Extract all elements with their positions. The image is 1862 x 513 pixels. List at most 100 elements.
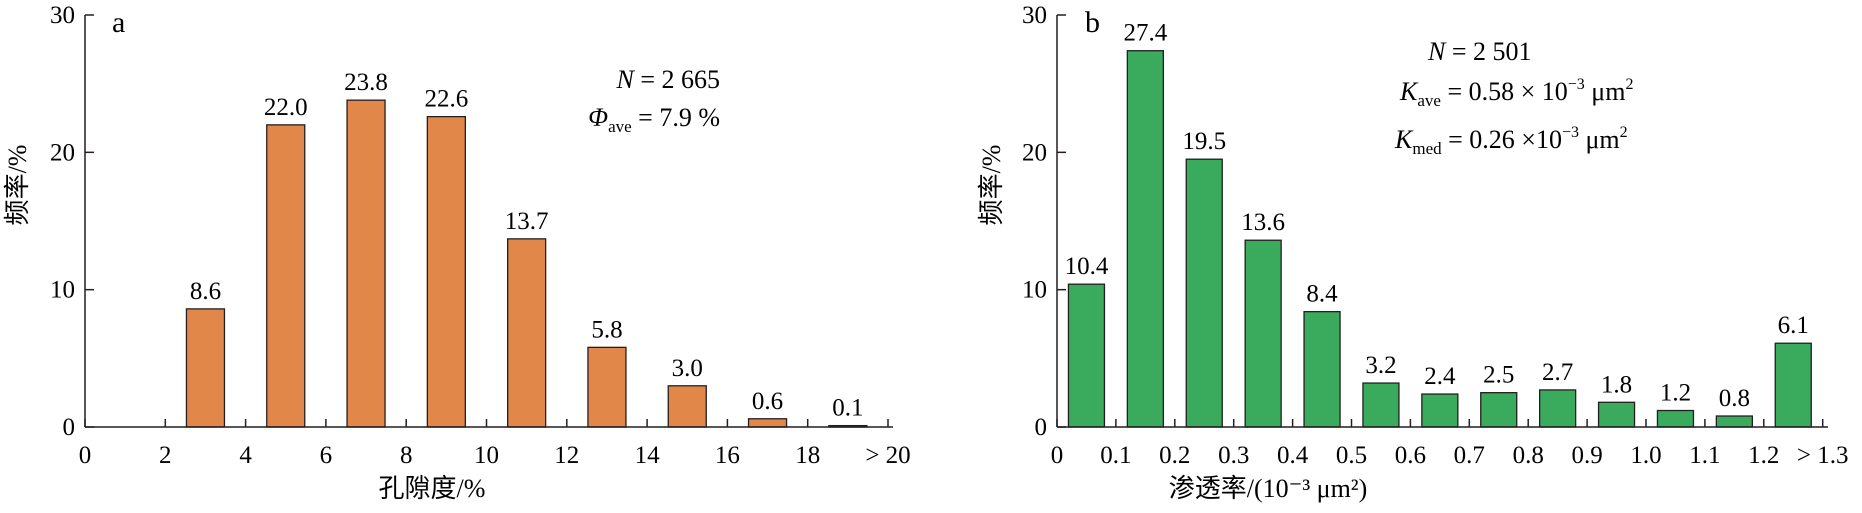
bar xyxy=(1244,239,1282,428)
bar xyxy=(1185,158,1223,428)
y-tick-label: 10 xyxy=(1022,277,1047,304)
panel-b-letter: b xyxy=(1085,6,1100,39)
kmed-subscript: med xyxy=(1412,139,1442,158)
x-tick-label: 4 xyxy=(239,442,252,469)
kave-unit-exponent: 2 xyxy=(1625,76,1633,93)
bar-value-label: 10.4 xyxy=(1065,253,1109,280)
bar xyxy=(587,346,627,428)
y-tick-label: 30 xyxy=(50,2,75,29)
panel-b-bars xyxy=(1067,50,1812,428)
x-tick-label: 8 xyxy=(400,442,413,469)
x-tick-label: > 20 xyxy=(865,442,910,469)
bar-value-label: 0.8 xyxy=(1719,385,1750,412)
bar xyxy=(1362,382,1400,428)
x-tick-label: > 1.3 xyxy=(1797,442,1849,469)
phi-value: = 7.9 % xyxy=(632,103,720,132)
bar-value-label: 22.0 xyxy=(264,94,308,121)
x-tick-label: 18 xyxy=(795,442,820,469)
bar xyxy=(266,124,306,428)
panel-b-n-annotation: N = 2 501 xyxy=(1427,37,1532,66)
bar xyxy=(426,115,467,428)
panel-b-kmed-annotation: Kmed = 0.26 ×10−3 μm2 xyxy=(1394,124,1628,158)
bar xyxy=(1539,389,1577,428)
bar xyxy=(1597,401,1636,428)
y-tick-label: 0 xyxy=(63,414,76,441)
x-tick-label: 0 xyxy=(79,442,92,469)
panel-b-permeability-chart: 10.4 27.4 19.5 13.6 8.4 3.2 2.4 2.5 2.7 1.8 1.2 0.8… xyxy=(977,2,1849,503)
bar-value-label: 27.4 xyxy=(1123,20,1167,47)
panel-a-y-tick-labels: 0 10 20 30 xyxy=(50,2,75,441)
bar-value-label: 22.6 xyxy=(424,86,468,113)
panel-a-letter: a xyxy=(112,6,125,39)
kave-value: = 0.58 × 10 xyxy=(1441,77,1568,106)
panel-a-annotation: N = 2 665 Φave = 7.9 % xyxy=(588,65,720,136)
x-tick-label: 0.2 xyxy=(1159,442,1190,469)
panel-b-x-tick-labels: 0 0.1 0.2 0.3 0.4 0.5 0.6 0.7 0.8 0.9 1.0 1.1 1.2 > 1… xyxy=(1051,442,1849,469)
x-tick-label: 1.0 xyxy=(1630,442,1661,469)
bar-value-label: 6.1 xyxy=(1778,312,1809,339)
bar-value-label: 0.1 xyxy=(832,395,863,422)
x-tick-label: 10 xyxy=(474,442,499,469)
bar xyxy=(1656,409,1695,428)
panel-a-x-tick-labels: 0 2 4 6 8 10 12 14 16 18 > 20 xyxy=(79,442,911,469)
k-symbol: K xyxy=(1399,77,1419,106)
n-value: = 2 665 xyxy=(634,65,720,94)
bar xyxy=(1067,283,1106,428)
x-tick-label: 0.6 xyxy=(1395,442,1426,469)
bar xyxy=(185,308,226,428)
x-tick-label: 1.2 xyxy=(1748,442,1779,469)
bar xyxy=(1480,392,1518,428)
x-tick-label: 0.4 xyxy=(1277,442,1309,469)
kave-subscript: ave xyxy=(1417,91,1441,110)
panel-b-x-axis-label: 渗透率/(10⁻³ μm²) xyxy=(1169,474,1368,503)
panel-b-kave-annotation: Kave = 0.58 × 10−3 μm2 xyxy=(1399,76,1633,110)
n-value: = 2 501 xyxy=(1445,37,1531,66)
panel-b-y-axis-label: 频率/% xyxy=(977,145,1006,226)
x-tick-label: 6 xyxy=(320,442,333,469)
x-tick-label: 0.5 xyxy=(1336,442,1367,469)
x-tick-label: 0.1 xyxy=(1100,442,1131,469)
y-tick-label: 30 xyxy=(1022,2,1047,29)
panel-a-phi-annotation: Φave = 7.9 % xyxy=(588,103,720,136)
bar xyxy=(1126,50,1164,428)
panel-a-porosity-chart: 8.6 22.0 23.8 22.6 13.7 5.8 3.0 0.6 0.1 0 2 4 6 8 10 1… xyxy=(3,2,911,503)
bar xyxy=(747,418,788,428)
y-tick-label: 10 xyxy=(50,277,75,304)
panel-a-axes xyxy=(84,14,893,428)
panel-b-axes xyxy=(1056,14,1828,428)
y-tick-label: 20 xyxy=(50,139,75,166)
phi-symbol: Φ xyxy=(588,103,608,132)
kave-exponent: −3 xyxy=(1568,76,1585,93)
bar-value-label: 8.6 xyxy=(190,278,221,305)
bar-value-label: 5.8 xyxy=(591,316,622,343)
bar-value-label: 1.8 xyxy=(1601,371,1632,398)
bar-value-label: 13.7 xyxy=(505,208,549,235)
x-tick-label: 0.7 xyxy=(1454,442,1485,469)
x-tick-label: 0 xyxy=(1051,442,1064,469)
y-tick-label: 0 xyxy=(1035,414,1048,441)
bar-value-label: 19.5 xyxy=(1182,128,1226,155)
bar-value-label: 3.0 xyxy=(672,355,703,382)
kmed-value: = 0.26 ×10 xyxy=(1442,125,1562,154)
panel-a-bar-labels: 8.6 22.0 23.8 22.6 13.7 5.8 3.0 0.6 0.1 xyxy=(190,69,864,421)
bar xyxy=(346,99,386,428)
x-tick-label: 12 xyxy=(554,442,579,469)
x-tick-label: 14 xyxy=(635,442,661,469)
bar xyxy=(1715,415,1753,428)
x-tick-label: 0.8 xyxy=(1513,442,1544,469)
panel-a-bars xyxy=(185,99,868,428)
x-tick-label: 1.1 xyxy=(1689,442,1720,469)
panel-b-bar-labels: 10.4 27.4 19.5 13.6 8.4 3.2 2.4 2.5 2.7 1.8 1.2 0.8… xyxy=(1065,20,1809,412)
bar-value-label: 13.6 xyxy=(1241,209,1285,236)
x-tick-label: 0.9 xyxy=(1571,442,1602,469)
kmed-exponent: −3 xyxy=(1562,124,1579,141)
bar-value-label: 3.2 xyxy=(1365,352,1396,379)
bar-value-label: 0.6 xyxy=(752,388,783,415)
bar-value-label: 8.4 xyxy=(1306,281,1338,308)
bar-value-label: 2.4 xyxy=(1424,363,1456,390)
bar-value-label: 23.8 xyxy=(344,69,388,96)
panel-a-n-annotation: N = 2 665 xyxy=(615,65,720,94)
n-symbol: N xyxy=(615,65,635,94)
panel-a-y-axis-label: 频率/% xyxy=(3,145,32,226)
